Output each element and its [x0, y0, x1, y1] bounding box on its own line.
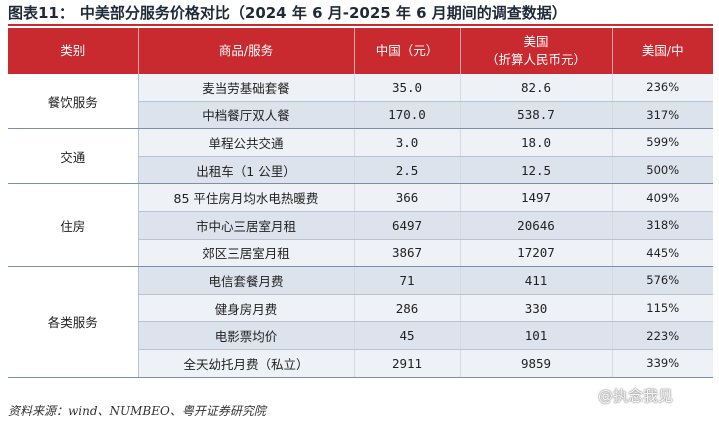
table-row: 全天幼托月费（私立） 2911 9859 339%: [8, 349, 713, 378]
table-row: 出租车（1 公里） 2.5 12.5 500%: [8, 156, 713, 185]
table-row: 交通 单程公共交通 3.0 18.0 599%: [8, 128, 713, 185]
ratio-cell: 236%: [612, 74, 713, 102]
table-row: 餐饮服务 麦当劳基础套餐 35.0 82.6 236%: [8, 74, 713, 130]
table-row: 市中心三居室月租 6497 20646 318%: [8, 211, 713, 240]
header-item: 商品/服务: [138, 28, 355, 74]
watermark: @执念我见: [598, 387, 674, 405]
us-price-cell: 411: [460, 266, 613, 295]
china-price-cell: 6497: [354, 211, 461, 240]
ratio-cell: 223%: [612, 321, 713, 350]
item-cell: 电影票均价: [138, 321, 355, 350]
china-price-cell: 286: [354, 294, 461, 323]
us-price-cell: 18.0: [460, 128, 613, 157]
us-price-cell: 9859: [460, 349, 613, 378]
figure-title: 图表11： 中美部分服务价格对比（2024 年 6 月-2025 年 6 月期间的…: [8, 2, 713, 26]
china-price-cell: 2.5: [354, 156, 461, 185]
china-price-cell: 170.0: [354, 101, 461, 130]
us-price-cell: 82.6: [460, 74, 613, 102]
header-china: 中国（元）: [354, 28, 461, 74]
header-ratio: 美国/中: [612, 28, 713, 74]
ratio-cell: 576%: [612, 266, 713, 295]
ratio-cell: 318%: [612, 211, 713, 240]
us-price-cell: 17207: [460, 239, 613, 268]
ratio-cell: 445%: [612, 239, 713, 268]
china-price-cell: 3867: [354, 239, 461, 268]
table-row: 郊区三居室月租 3867 17207 445%: [8, 239, 713, 268]
table-row: 中档餐厅双人餐 170.0 538.7 317%: [8, 101, 713, 130]
table-row: 各类服务 电信套餐月费 71 411 576%: [8, 266, 713, 378]
source-note: 资料来源：wind、NUMBEO、粤开证券研究院: [8, 404, 266, 418]
ratio-cell: 115%: [612, 294, 713, 323]
ratio-cell: 317%: [612, 101, 713, 130]
ratio-cell: 599%: [612, 128, 713, 157]
item-cell: 出租车（1 公里）: [138, 156, 355, 185]
header-us: 美国 （折算人民币元）: [460, 28, 613, 74]
category-cell: 各类服务: [8, 266, 139, 378]
us-price-cell: 101: [460, 321, 613, 350]
china-price-cell: 3.0: [354, 128, 461, 157]
category-cell: 交通: [8, 128, 139, 185]
item-cell: 麦当劳基础套餐: [138, 74, 355, 102]
ratio-cell: 500%: [612, 156, 713, 185]
item-cell: 全天幼托月费（私立）: [138, 349, 355, 378]
item-cell: 市中心三居室月租: [138, 211, 355, 240]
us-price-cell: 20646: [460, 211, 613, 240]
table-row: 电影票均价 45 101 223%: [8, 321, 713, 350]
category-cell: 住房: [8, 183, 139, 268]
item-cell: 单程公共交通: [138, 128, 355, 157]
item-cell: 中档餐厅双人餐: [138, 101, 355, 130]
table-header-row: 类别 商品/服务 中国（元） 美国 （折算人民币元） 美国/中: [8, 28, 713, 74]
china-price-cell: 45: [354, 321, 461, 350]
category-cell: 餐饮服务: [8, 74, 139, 130]
figure-number: 图表11：: [8, 4, 74, 22]
item-cell: 郊区三居室月租: [138, 239, 355, 268]
china-price-cell: 2911: [354, 349, 461, 378]
us-price-cell: 330: [460, 294, 613, 323]
us-price-cell: 12.5: [460, 156, 613, 185]
figure-caption: 中美部分服务价格对比（2024 年 6 月-2025 年 6 月期间的调查数据）: [79, 4, 567, 22]
china-price-cell: 366: [354, 183, 461, 212]
china-price-cell: 35.0: [354, 74, 461, 102]
price-comparison-table: 类别 商品/服务 中国（元） 美国 （折算人民币元） 美国/中 餐饮服务 麦当劳…: [8, 28, 713, 378]
ratio-cell: 409%: [612, 183, 713, 212]
ratio-cell: 339%: [612, 349, 713, 378]
header-us-line1: 美国: [523, 34, 549, 49]
table-row: 住房 85 平住房月均水电热暖费 366 1497 409%: [8, 183, 713, 268]
header-us-line2: （折算人民币元）: [485, 52, 586, 67]
item-cell: 85 平住房月均水电热暖费: [138, 183, 355, 212]
us-price-cell: 538.7: [460, 101, 613, 130]
item-cell: 健身房月费: [138, 294, 355, 323]
table-row: 健身房月费 286 330 115%: [8, 294, 713, 323]
china-price-cell: 71: [354, 266, 461, 295]
item-cell: 电信套餐月费: [138, 266, 355, 295]
header-category: 类别: [8, 28, 139, 74]
us-price-cell: 1497: [460, 183, 613, 212]
